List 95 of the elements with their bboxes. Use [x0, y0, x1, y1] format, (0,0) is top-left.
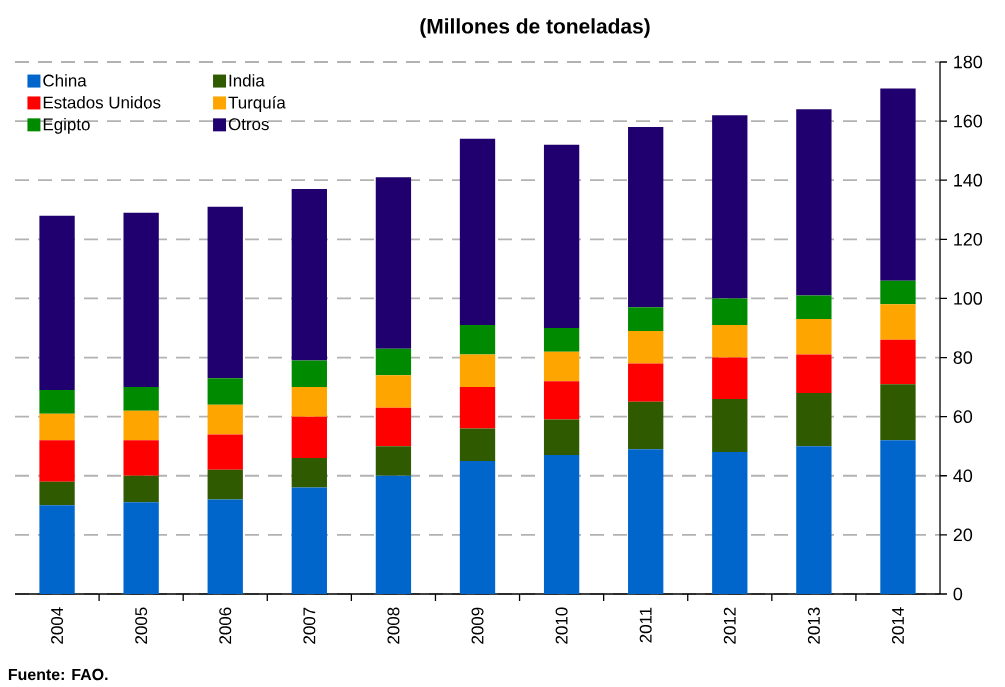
legend-label: Egipto: [43, 117, 90, 134]
bar: [39, 505, 75, 594]
bar: [123, 440, 159, 476]
y-tick-label: 160: [954, 114, 983, 128]
bar: [543, 381, 580, 420]
bar: [123, 502, 159, 594]
y-tick-label: 140: [954, 173, 983, 187]
bar: [375, 348, 412, 376]
y-tick-label: 100: [954, 292, 983, 305]
bar: [628, 449, 664, 594]
bar: [123, 212, 159, 388]
legend-label: Otros: [228, 118, 269, 131]
bar: [207, 378, 243, 405]
bar: [459, 460, 496, 594]
bar: [712, 298, 748, 326]
y-tick-label: 20: [953, 528, 973, 542]
bar: [375, 446, 412, 476]
bar: [291, 387, 327, 417]
y-tick-label: 60: [953, 410, 973, 423]
bar: [207, 404, 243, 435]
bar: [39, 390, 75, 414]
bar: [628, 330, 664, 364]
legend-label: Turquía: [228, 95, 286, 112]
bar: [291, 458, 327, 488]
bar: [543, 351, 580, 382]
x-tick-label: 2007: [303, 607, 316, 644]
bar: [459, 138, 496, 326]
bar: [628, 307, 664, 331]
bar: [39, 215, 75, 391]
bar: [880, 280, 916, 305]
y-tick-label: 40: [953, 469, 973, 483]
bar: [796, 354, 832, 393]
bar: [880, 304, 916, 340]
x-tick-label: 2009: [471, 607, 484, 644]
bar: [291, 416, 327, 459]
bar: [543, 327, 580, 352]
bar: [543, 144, 580, 328]
y-tick-label: 0: [953, 587, 963, 601]
bar: [880, 440, 916, 594]
bar: [123, 387, 159, 411]
bar: [291, 189, 327, 361]
bar: [39, 440, 75, 482]
bar: [291, 360, 327, 388]
bar: [880, 339, 916, 385]
bar: [796, 295, 832, 320]
y-tick-label: 80: [953, 351, 973, 364]
bar: [712, 452, 748, 594]
bar: [543, 419, 580, 456]
bar: [459, 354, 496, 388]
bar: [375, 177, 412, 349]
legend-label: Estados Unidos: [43, 96, 161, 109]
chart-title: (Millones de toneladas): [420, 18, 650, 38]
bar: [207, 434, 243, 470]
bar: [375, 475, 412, 594]
bar: [712, 115, 748, 299]
bar: [712, 398, 748, 453]
y-tick-label: 120: [954, 232, 983, 246]
bar: [628, 363, 664, 402]
bar: [628, 401, 664, 450]
x-tick-label: 2012: [723, 607, 736, 644]
bar: [628, 127, 664, 308]
bar: [375, 407, 412, 447]
x-tick-label: 2005: [135, 607, 148, 644]
x-tick-label: 2004: [51, 607, 64, 644]
x-tick-label: 2011: [639, 607, 652, 643]
y-tick-label: 180: [954, 55, 983, 69]
bar: [796, 109, 832, 296]
bar: [39, 413, 75, 441]
bar: [712, 357, 748, 399]
legend-label: China: [43, 74, 87, 87]
bar: [459, 387, 496, 429]
bar: [796, 393, 832, 447]
bar: [291, 487, 327, 594]
bar: [880, 88, 916, 281]
x-tick-label: 2014: [891, 607, 904, 644]
bar: [796, 319, 832, 355]
bar: [459, 428, 496, 461]
bar: [712, 325, 748, 358]
bar: [207, 469, 243, 500]
bar: [796, 446, 832, 594]
bar: [543, 455, 580, 594]
bar: [207, 206, 243, 379]
legend-label: India: [229, 74, 265, 87]
bar: [39, 481, 75, 506]
bar: [123, 475, 159, 503]
x-tick-label: 2013: [807, 607, 820, 644]
bar: [207, 499, 243, 594]
x-tick-label: 2010: [555, 607, 568, 644]
x-tick-label: 2006: [219, 607, 232, 644]
bar: [459, 325, 496, 355]
bar: [375, 375, 412, 408]
bar: [123, 410, 159, 441]
source-note: Fuente: FAO.: [8, 668, 108, 681]
x-tick-label: 2008: [387, 607, 400, 644]
bar: [880, 384, 916, 441]
